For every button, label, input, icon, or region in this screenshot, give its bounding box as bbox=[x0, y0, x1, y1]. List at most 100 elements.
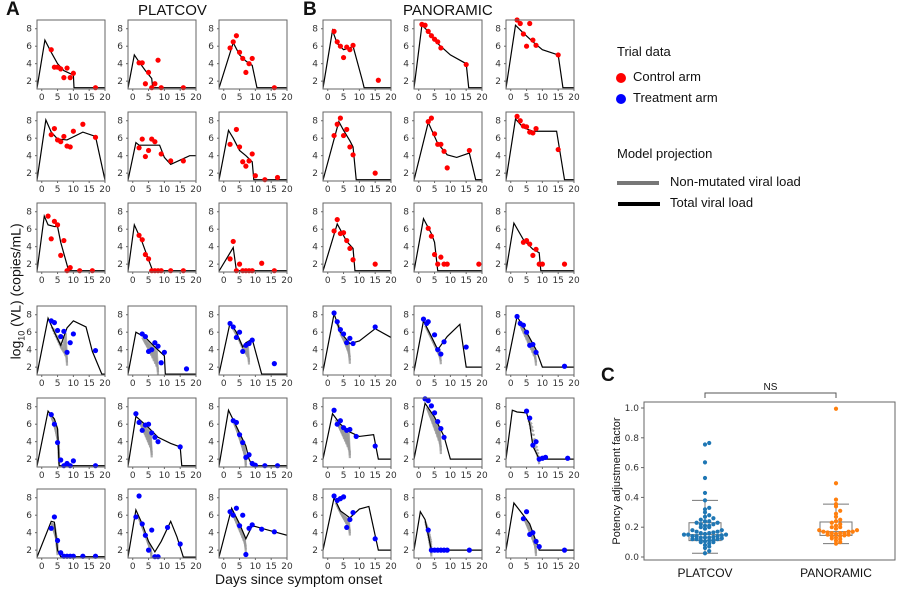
y-tick-label: 4 bbox=[403, 243, 409, 253]
x-tick-label: 20 bbox=[385, 93, 397, 103]
swarm-point-platcov bbox=[711, 534, 716, 539]
data-point-treatment bbox=[344, 524, 350, 531]
y-tick-label: 8 bbox=[495, 494, 501, 504]
data-point-control bbox=[337, 115, 343, 121]
data-point-treatment bbox=[274, 463, 281, 469]
x-tick-label: 20 bbox=[190, 185, 202, 195]
vl-panel-platcov-control-3: 2 4 6 8 0 5 10 15 20 bbox=[26, 111, 111, 195]
x-tick-label: 0 bbox=[221, 562, 227, 572]
data-point-control bbox=[444, 165, 450, 171]
x-tick-label: 0 bbox=[221, 185, 227, 195]
data-point-control bbox=[334, 39, 340, 45]
total-viral-load-curve bbox=[506, 501, 574, 551]
swarm-point-platcov bbox=[702, 526, 708, 531]
data-point-treatment bbox=[92, 463, 99, 469]
y-tick-label: 6 bbox=[403, 42, 409, 52]
x-tick-label: 5 bbox=[341, 562, 347, 572]
x-tick-label: 15 bbox=[460, 471, 471, 481]
data-point-treatment bbox=[520, 516, 526, 522]
x-tick-label: 15 bbox=[369, 562, 380, 572]
x-tick-label: 15 bbox=[369, 379, 380, 389]
x-tick-label: 10 bbox=[354, 471, 366, 481]
data-point-control bbox=[428, 33, 434, 39]
total-viral-load-curve bbox=[414, 510, 482, 551]
x-tick-label: 20 bbox=[99, 185, 111, 195]
x-tick-label: 0 bbox=[325, 471, 331, 481]
legend-control: Control arm bbox=[633, 69, 701, 84]
y-tick-label: 4 bbox=[26, 438, 32, 448]
panel-frame bbox=[36, 19, 106, 90]
x-tick-label: 0 bbox=[325, 379, 331, 389]
data-point-control bbox=[274, 174, 281, 181]
data-point-control bbox=[230, 39, 236, 45]
swarm-point-panoramic bbox=[833, 502, 839, 507]
y-tick-label: 6 bbox=[312, 134, 318, 144]
vl-panel-panoramic-control-26: 2 4 6 8 0 5 10 15 20 bbox=[495, 202, 580, 286]
x-tick-label: 10 bbox=[537, 562, 549, 572]
data-point-treatment bbox=[152, 434, 158, 440]
panel-frame bbox=[505, 111, 575, 182]
swarm-point-platcov bbox=[702, 535, 708, 540]
y-tick-label: 2 bbox=[495, 363, 501, 373]
y-tick-label: 8 bbox=[208, 117, 214, 127]
legend-trial-data-title: Trial data bbox=[617, 44, 671, 59]
y-tick-label: 2 bbox=[403, 546, 409, 556]
data-point-control bbox=[533, 42, 539, 48]
swarm-point-platcov bbox=[715, 537, 720, 542]
data-point-treatment bbox=[158, 360, 164, 366]
panel-frame bbox=[505, 202, 575, 273]
data-point-treatment bbox=[372, 324, 378, 330]
x-tick-label: 0 bbox=[416, 471, 422, 481]
y-tick-label: 8 bbox=[495, 208, 501, 218]
y-tick-label: 2 bbox=[117, 455, 123, 465]
data-point-treatment bbox=[67, 340, 73, 346]
y-tick-label: 4 bbox=[117, 60, 123, 70]
x-tick-label: 0 bbox=[39, 471, 45, 481]
data-point-control bbox=[180, 85, 186, 91]
panel-frame bbox=[322, 19, 392, 90]
swarm-point-platcov bbox=[711, 530, 716, 535]
data-point-treatment bbox=[136, 419, 142, 426]
data-point-treatment bbox=[51, 514, 57, 520]
x-tick-label: 20 bbox=[99, 93, 111, 103]
data-point-treatment bbox=[233, 505, 239, 511]
total-viral-load-curve bbox=[506, 409, 574, 460]
x-tick-label: 20 bbox=[385, 471, 397, 481]
total-viral-load-curve bbox=[128, 141, 196, 181]
total-viral-load-curve bbox=[414, 23, 482, 89]
swarm-point-panoramic bbox=[833, 511, 839, 516]
y-tick-label: 6 bbox=[495, 225, 501, 235]
x-tick-label: 10 bbox=[537, 471, 549, 481]
data-point-control bbox=[142, 153, 148, 160]
x-tick-label: 5 bbox=[237, 471, 243, 481]
x-tick-label: 10 bbox=[250, 185, 262, 195]
data-point-treatment bbox=[530, 442, 536, 448]
panel-frame bbox=[218, 305, 288, 376]
data-point-treatment bbox=[54, 327, 61, 334]
swarm-point-platcov bbox=[719, 533, 724, 538]
data-point-treatment bbox=[155, 343, 161, 349]
y-tick-label: 4 bbox=[312, 529, 318, 539]
data-point-treatment bbox=[161, 349, 167, 355]
swarm-point-platcov bbox=[702, 514, 708, 519]
swarm-point-panoramic bbox=[833, 541, 839, 546]
y-tick-label: 2 bbox=[26, 77, 32, 87]
data-point-control bbox=[249, 55, 255, 62]
x-tick-label: 10 bbox=[445, 276, 457, 286]
data-point-control bbox=[533, 246, 539, 252]
total-viral-load-curve bbox=[128, 331, 196, 375]
y-tick-label: 2 bbox=[495, 546, 501, 556]
data-point-control bbox=[77, 268, 83, 274]
x-tick-label: 20 bbox=[385, 276, 397, 286]
x-tick-label: 15 bbox=[460, 276, 471, 286]
swarm-point-platcov bbox=[686, 532, 691, 537]
vl-panel-platcov-control-1: 2 4 6 8 0 5 10 15 20 bbox=[117, 19, 202, 103]
y-tick-label: 8 bbox=[26, 25, 32, 35]
x-tick-label: 5 bbox=[55, 93, 61, 103]
data-point-control bbox=[337, 43, 343, 49]
x-tick-label: 10 bbox=[250, 562, 262, 572]
vl-panel-platcov-treatment-14: 2 4 6 8 0 5 10 15 20 bbox=[208, 397, 293, 481]
data-point-treatment bbox=[240, 512, 246, 518]
data-point-treatment bbox=[227, 320, 233, 327]
data-point-control bbox=[45, 213, 51, 219]
